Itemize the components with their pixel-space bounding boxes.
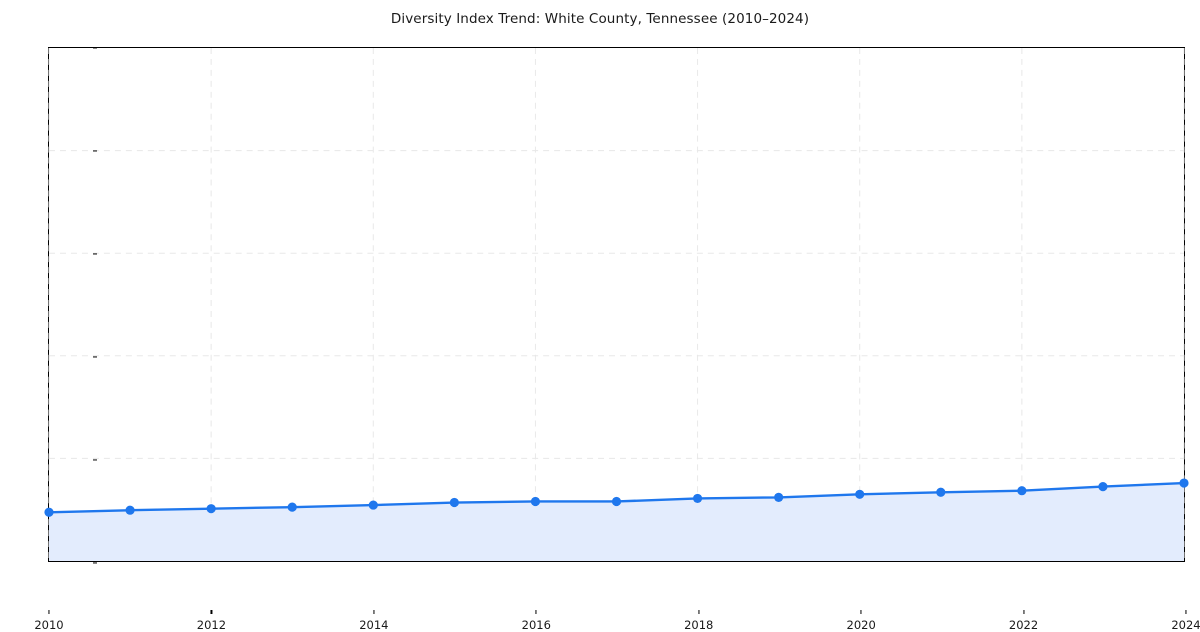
data-point-marker	[774, 492, 784, 502]
plot-area: 020406080100 201020122014201620182020202…	[34, 47, 1200, 632]
y-axis-tick-mark	[93, 47, 97, 49]
data-point-marker	[1179, 478, 1189, 488]
x-axis-tick-label: 2020	[846, 618, 876, 632]
x-axis-tick-mark	[535, 610, 537, 614]
data-point-marker	[287, 502, 297, 512]
x-axis-tick-label: 2010	[34, 618, 64, 632]
x-axis-tick-label: 2024	[1171, 618, 1200, 632]
x-axis-tick-label: 2022	[1008, 618, 1039, 632]
data-point-marker	[936, 487, 946, 497]
data-point-marker	[368, 500, 378, 510]
x-axis-tick-mark	[860, 610, 862, 614]
data-point-marker	[530, 496, 541, 507]
data-point-marker	[611, 496, 622, 507]
x-axis-tick-label: 2012	[196, 618, 227, 632]
data-point-marker	[125, 505, 135, 515]
y-axis-tick-mark	[93, 459, 97, 461]
data-point-marker	[44, 507, 54, 517]
gridlines-layer	[48, 48, 1185, 561]
y-axis-tick-mark	[93, 150, 97, 152]
y-axis-tick-mark	[93, 562, 97, 564]
x-axis-tick-label: 2018	[684, 618, 714, 632]
data-point-marker	[206, 504, 216, 514]
x-axis-tick-mark	[373, 610, 375, 614]
x-axis-tick-mark	[1185, 610, 1187, 614]
y-axis-tick-mark	[93, 356, 97, 358]
data-point-marker	[1017, 486, 1027, 496]
chart-title: Diversity Index Trend: White County, Ten…	[390, 11, 810, 27]
data-point-marker	[1098, 482, 1108, 492]
data-point-marker	[692, 493, 703, 503]
data-point-marker	[855, 489, 865, 499]
x-axis-tick-mark	[210, 610, 212, 614]
data-series-layer	[44, 478, 1189, 561]
area-fill	[49, 483, 1184, 561]
x-axis-tick-label: 2014	[359, 618, 389, 632]
chart-figure: Diversity Index Trend: White County, Ten…	[34, 11, 1200, 632]
x-axis-tick-mark	[48, 610, 50, 614]
data-point-marker	[449, 497, 459, 508]
x-axis-tick-label: 2016	[521, 618, 551, 632]
x-axis-tick-mark	[698, 610, 700, 614]
x-axis-tick-mark	[1023, 610, 1025, 614]
y-axis-tick-mark	[93, 253, 97, 255]
